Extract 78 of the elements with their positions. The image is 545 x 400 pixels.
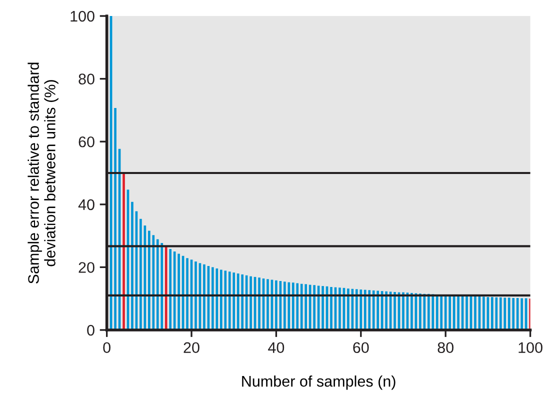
bar — [427, 294, 430, 330]
bar — [440, 294, 443, 330]
x-tick-label: 40 — [268, 342, 284, 354]
bar — [300, 284, 303, 330]
bar — [228, 272, 231, 330]
bar — [258, 278, 260, 330]
bar — [520, 298, 523, 330]
bar — [360, 289, 362, 330]
bar — [148, 230, 150, 330]
y-tick-label: 40 — [78, 199, 94, 210]
bar — [122, 173, 125, 330]
bar — [491, 297, 494, 330]
bar — [292, 282, 294, 330]
bar — [419, 294, 422, 330]
bar — [356, 289, 358, 330]
bar — [156, 239, 159, 330]
bar — [284, 282, 286, 330]
bar — [266, 279, 269, 330]
bar — [330, 286, 332, 330]
bar — [338, 288, 341, 330]
bar — [194, 262, 197, 330]
bar — [368, 290, 371, 330]
bar — [152, 235, 155, 330]
bar — [474, 296, 476, 330]
bar — [504, 298, 506, 330]
bar — [448, 295, 451, 330]
y-tick-label: 20 — [78, 262, 94, 273]
x-tick-label: 0 — [103, 342, 110, 354]
y-tick-label: 0 — [87, 324, 94, 336]
bar — [499, 297, 502, 330]
bar — [482, 296, 485, 330]
bar — [232, 272, 236, 330]
y-axis-title: Sample error relative to standard deviation between units (%) — [28, 62, 58, 284]
bar — [220, 270, 222, 330]
bar — [512, 298, 515, 330]
bar — [432, 294, 434, 330]
y-tick-label: 80 — [78, 74, 94, 84]
bar — [160, 243, 164, 330]
bar — [241, 274, 244, 330]
bar — [322, 286, 324, 330]
bar — [140, 218, 142, 330]
bar — [466, 296, 468, 330]
bar — [131, 202, 134, 330]
bar — [508, 298, 510, 330]
bar — [313, 285, 316, 330]
bar — [385, 291, 388, 330]
x-axis-title: Number of samples (n) — [242, 375, 396, 390]
bar — [304, 284, 308, 330]
y-tick-label: 60 — [78, 136, 94, 148]
y-tick-label: 100 — [70, 10, 94, 22]
bar — [444, 294, 447, 330]
bar — [288, 282, 290, 330]
bar — [394, 292, 396, 330]
bar — [236, 273, 240, 330]
x-tick-label: 80 — [438, 342, 454, 354]
bar — [250, 276, 252, 330]
bar — [410, 292, 413, 330]
bar — [457, 295, 460, 330]
bar — [402, 292, 404, 330]
bar — [212, 267, 214, 330]
bar — [347, 288, 350, 330]
x-tick-label: 20 — [184, 342, 200, 354]
bar — [376, 290, 379, 330]
bar — [164, 246, 168, 330]
bar — [495, 297, 498, 330]
bar — [436, 294, 438, 330]
x-tick-label: 100 — [518, 342, 542, 354]
bar — [169, 248, 172, 330]
bar — [178, 254, 180, 330]
bar — [114, 108, 116, 330]
x-tick-label: 60 — [353, 342, 369, 354]
bar — [275, 280, 278, 330]
bar — [224, 270, 227, 330]
bar — [372, 290, 375, 330]
bar — [203, 264, 206, 330]
bar — [186, 258, 188, 330]
bar — [364, 290, 366, 330]
bar — [296, 283, 299, 330]
